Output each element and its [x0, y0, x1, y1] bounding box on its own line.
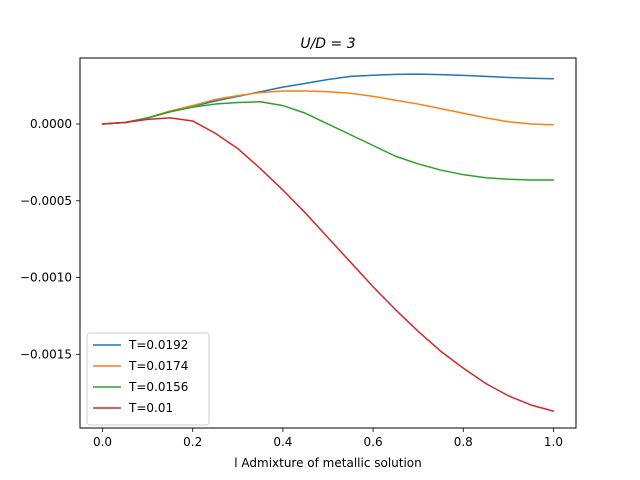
- legend-label: T=0.01: [128, 401, 173, 415]
- series-line-3: [101, 101, 555, 181]
- x-axis-label: l Admixture of metallic solution: [234, 456, 422, 470]
- legend-box: [86, 332, 210, 426]
- series-line-2: [101, 90, 555, 126]
- y-axis-ticks: 0.0000 −0.0005 −0.0010 −0.0015: [20, 117, 80, 361]
- series-layer: [101, 73, 555, 412]
- y-tick-label: −0.0005: [20, 194, 72, 208]
- legend: T=0.0192 T=0.0174 T=0.0156 T=0.01: [86, 332, 210, 426]
- x-tick-label: 0.4: [273, 435, 292, 449]
- x-axis-ticks: 0.0 0.2 0.4 0.6 0.8 1.0: [93, 428, 563, 449]
- legend-label: T=0.0174: [128, 359, 188, 373]
- y-tick-label: −0.0015: [20, 347, 72, 361]
- x-tick-label: 0.6: [364, 435, 383, 449]
- legend-label: T=0.0156: [128, 380, 188, 394]
- legend-label: T=0.0192: [128, 338, 188, 352]
- y-tick-label: 0.0000: [30, 117, 72, 131]
- chart-title: U/D = 3: [300, 36, 355, 52]
- x-tick-label: 0.0: [93, 435, 112, 449]
- y-tick-label: −0.0010: [20, 271, 72, 285]
- series-line-4: [101, 117, 555, 412]
- x-tick-label: 0.8: [454, 435, 473, 449]
- x-tick-label: 1.0: [544, 435, 563, 449]
- plot-frame: [79, 57, 577, 429]
- x-tick-label: 0.2: [183, 435, 202, 449]
